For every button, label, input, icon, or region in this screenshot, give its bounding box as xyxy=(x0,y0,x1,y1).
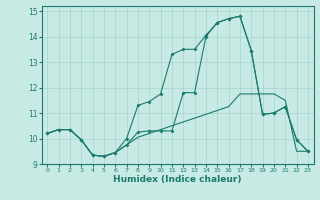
X-axis label: Humidex (Indice chaleur): Humidex (Indice chaleur) xyxy=(113,175,242,184)
